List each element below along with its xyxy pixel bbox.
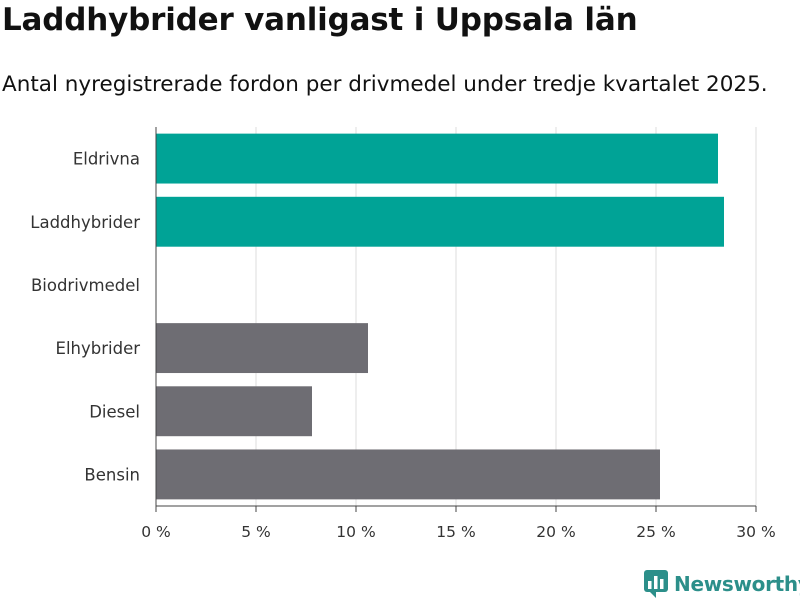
category-label: Eldrivna xyxy=(73,150,140,169)
x-tick-label: 10 % xyxy=(336,523,375,541)
bar-elhybrider xyxy=(156,323,368,374)
x-tick-label: 25 % xyxy=(636,523,675,541)
x-tick-label: 5 % xyxy=(241,523,271,541)
bar-diesel xyxy=(156,386,312,437)
bar-laddhybrider xyxy=(156,196,724,247)
x-tick-label: 20 % xyxy=(536,523,575,541)
bar-bensin xyxy=(156,449,660,500)
chart-subtitle: Antal nyregistrerade fordon per drivmede… xyxy=(2,72,768,97)
category-label: Laddhybrider xyxy=(30,213,140,232)
category-label: Bensin xyxy=(84,465,140,484)
category-label: Elhybrider xyxy=(56,339,141,358)
category-label: Diesel xyxy=(89,402,140,421)
chart-title: Laddhybrider vanligast i Uppsala län xyxy=(2,2,638,38)
x-tick-label: 15 % xyxy=(436,523,475,541)
category-label: Biodrivmedel xyxy=(31,276,140,295)
newsworthy-logo-icon xyxy=(644,570,668,598)
bar-eldrivna xyxy=(156,133,718,184)
brand-name: Newsworthy xyxy=(674,572,800,596)
x-tick-label: 0 % xyxy=(141,523,171,541)
bar-chart: Eldrivna Laddhybrider Biodrivmedel Elhybrid… xyxy=(30,127,776,541)
x-tick-label: 30 % xyxy=(736,523,775,541)
newsworthy-brand: Newsworthy xyxy=(644,568,800,600)
